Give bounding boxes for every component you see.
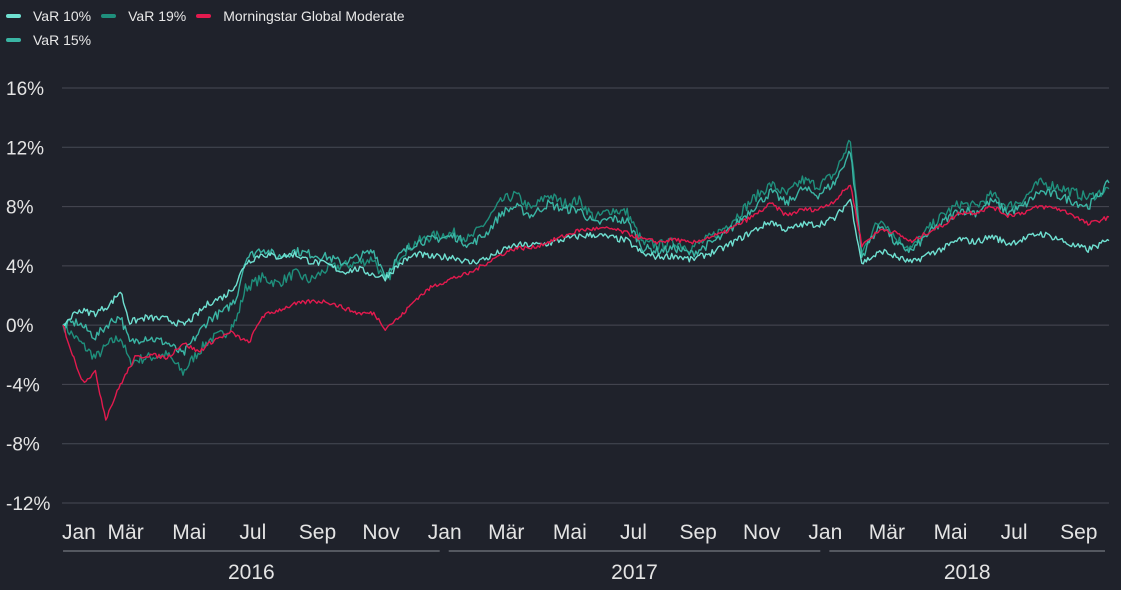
x-tick-label: Sep bbox=[679, 521, 716, 544]
legend-label-var-10: VaR 10% bbox=[33, 8, 92, 24]
year-label: 2016 bbox=[228, 561, 275, 584]
y-tick-label: -4% bbox=[6, 375, 40, 396]
x-tick-label: Mai bbox=[553, 521, 587, 544]
x-tick-label: Jan bbox=[428, 521, 462, 544]
legend-item-morningstar[interactable]: Morningstar Global Moderate bbox=[196, 8, 405, 24]
y-tick-label: 0% bbox=[6, 316, 34, 337]
y-tick-label: 16% bbox=[6, 79, 44, 100]
x-tick-label: Sep bbox=[1060, 521, 1097, 544]
legend-row-2: VaR 15% bbox=[6, 28, 526, 52]
chart-legend: VaR 10% VaR 19% Morningstar Global Moder… bbox=[6, 4, 526, 52]
y-tick-label: 12% bbox=[6, 138, 44, 159]
series-line-var-10- bbox=[62, 198, 1110, 327]
x-tick-label: Mai bbox=[172, 521, 206, 544]
x-tick-label: Jul bbox=[1001, 521, 1028, 544]
x-tick-label: Jan bbox=[808, 521, 842, 544]
x-tick-label: Mär bbox=[488, 521, 524, 544]
gridlines bbox=[62, 87, 1109, 504]
x-tick-label: Nov bbox=[743, 521, 781, 544]
legend-swatch-var-10 bbox=[6, 14, 21, 18]
legend-swatch-var-15 bbox=[6, 38, 21, 42]
series-line-var-19- bbox=[62, 139, 1110, 376]
x-tick-label: Nov bbox=[362, 521, 400, 544]
x-tick-label: Mär bbox=[108, 521, 144, 544]
legend-label-var-19: VaR 19% bbox=[128, 8, 187, 24]
y-tick-label: -8% bbox=[6, 435, 40, 456]
legend-swatch-morningstar bbox=[196, 14, 212, 18]
x-tick-label: Jul bbox=[239, 521, 266, 544]
legend-item-var-15[interactable]: VaR 15% bbox=[6, 32, 91, 48]
x-tick-label: Sep bbox=[299, 521, 336, 544]
legend-row-1: VaR 10% VaR 19% Morningstar Global Moder… bbox=[6, 4, 526, 28]
year-axis: 2016 2017 2018 bbox=[63, 550, 1105, 584]
legend-swatch-var-19 bbox=[101, 14, 117, 18]
y-tick-label: -12% bbox=[6, 494, 50, 515]
x-axis-ticks: Jan Mär Mai Jul Sep Nov Jan Mär Mai Jul Sep Nov Jan M… bbox=[62, 521, 1097, 544]
legend-label-var-15: VaR 15% bbox=[33, 32, 92, 48]
x-tick-label: Mär bbox=[869, 521, 905, 544]
series-line-morningstar-global-moderate bbox=[62, 184, 1110, 421]
x-tick-label: Jan bbox=[62, 521, 96, 544]
y-tick-label: 8% bbox=[6, 198, 34, 219]
y-tick-label: 4% bbox=[6, 257, 34, 278]
legend-label-morningstar: Morningstar Global Moderate bbox=[223, 8, 405, 24]
x-tick-label: Mai bbox=[934, 521, 968, 544]
x-tick-label: Jul bbox=[620, 521, 647, 544]
year-label: 2018 bbox=[944, 561, 991, 584]
year-label: 2017 bbox=[611, 561, 658, 584]
y-axis-ticks: 16% 12% 8% 4% 0% -4% -8% -12% bbox=[6, 79, 50, 515]
series-line-var-15- bbox=[62, 150, 1110, 356]
legend-item-var-10[interactable]: VaR 10% bbox=[6, 8, 91, 24]
series-lines bbox=[62, 139, 1110, 421]
legend-item-var-19[interactable]: VaR 19% bbox=[101, 8, 186, 24]
